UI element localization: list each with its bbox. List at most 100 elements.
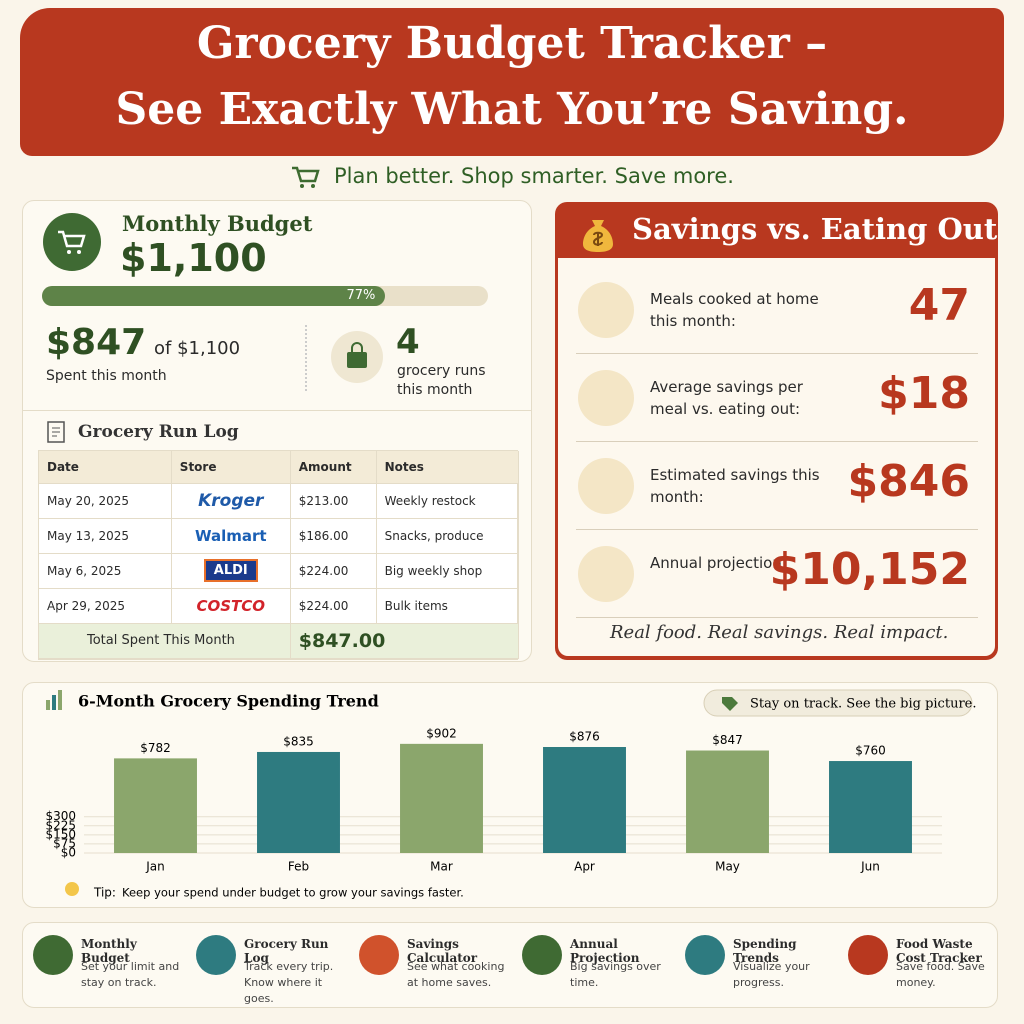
feature-icon [685, 935, 725, 975]
x-tick-label: Apr [574, 860, 595, 874]
savings-row: Average savings per meal vs. eating out:… [576, 354, 978, 442]
chart-title: 6-Month Grocery Spending Trend [78, 692, 379, 711]
log-title: Grocery Run Log [78, 422, 239, 442]
cell-text: May 6, 2025 [47, 563, 122, 578]
feature: Annual Projection Big savings over time. [512, 923, 675, 1009]
bar [400, 743, 483, 853]
spent-amount: $847 [46, 322, 147, 363]
value-label: $902 [426, 726, 457, 740]
savings-value: $18 [878, 368, 970, 419]
log-table-box: Date Store Amount Notes May 20, 2025 Kroger $2… [38, 450, 520, 660]
log-cell: ALDI [171, 553, 291, 589]
feature-text: Visualize your progress. [733, 960, 810, 989]
savings-footer: Real food. Real savings. Real impact. [610, 622, 949, 643]
feature-text: Save food. Save money. [896, 960, 985, 989]
feature-title: Savings Calculator [407, 937, 478, 965]
log-row: Apr 29, 2025 COSTCO $224.00 Bulk items [39, 588, 520, 624]
progress-track: 77% [42, 286, 488, 306]
log-cell: May 20, 2025 [39, 483, 172, 519]
tagline: Plan better. Shop smarter. Save more. [334, 164, 734, 188]
feature: Grocery Run Log Track every trip. Know wh… [186, 923, 349, 1009]
cart-icon [292, 166, 320, 188]
log-cell: $224.00 [290, 588, 377, 624]
log-row: May 13, 2025 Walmart $186.00 Snacks, produc… [39, 518, 520, 554]
bulb-icon [65, 882, 79, 896]
log-cell: $186.00 [290, 518, 377, 554]
bar [543, 747, 626, 853]
feature-text: Big savings over time. [570, 960, 661, 989]
savings-label: Average savings per meal vs. eating out: [650, 378, 803, 418]
savings-box: Meals cooked at home this month: 47 Averag… [558, 258, 995, 656]
feature-title: Food Waste Cost Tracker [896, 937, 982, 965]
savings-icon [578, 458, 634, 514]
x-tick-label: Feb [288, 860, 309, 874]
bar [686, 750, 769, 853]
store-logo: Walmart [194, 526, 267, 545]
bar [114, 758, 197, 853]
value-label: $760 [855, 744, 886, 758]
cell-text: May 13, 2025 [47, 528, 130, 543]
column-header: Store [171, 451, 291, 484]
chart-badge: Stay on track. See the big picture. [750, 697, 976, 712]
feature-text: Track every trip. Know where it goes. [244, 960, 334, 1005]
features-bar: Monthly Budget Set your limit and stay on… [22, 922, 998, 1008]
cell-text: $186.00 [298, 528, 349, 543]
cell-text: Apr 29, 2025 [47, 598, 126, 613]
feature-icon [196, 935, 236, 975]
title-banner [20, 8, 1004, 156]
progress-label: 77% [346, 288, 376, 303]
log-cell: $224.00 [290, 553, 377, 589]
x-tick-label: May [715, 860, 740, 874]
bar [257, 751, 340, 853]
log-cell: Walmart [171, 518, 291, 554]
savings-icon [578, 370, 634, 426]
progress-bar: 77% [42, 286, 386, 306]
feature-title: Grocery Run Log [244, 937, 329, 965]
value-label: $835 [283, 734, 314, 748]
log-cell: COSTCO [171, 588, 291, 624]
tag-icon [722, 697, 738, 711]
column-header: Date [39, 451, 172, 484]
y-tick-label: $75 [53, 836, 76, 850]
receipt-icon [47, 421, 65, 443]
cell-text: $224.00 [298, 598, 349, 613]
total-label: Total Spent This Month [39, 623, 291, 659]
column-header: Amount [290, 451, 377, 484]
title-line1: Grocery Budget Tracker – [196, 18, 828, 69]
spent-of: of $1,100 [154, 338, 241, 359]
savings-icon [578, 546, 634, 602]
feature-icon [33, 935, 73, 975]
column-header: Notes [376, 451, 520, 484]
chart-icon [46, 690, 62, 710]
tip-text: Keep your spend under budget to grow you… [122, 886, 464, 900]
log-cell: May 13, 2025 [39, 518, 172, 554]
cell-text: $224.00 [298, 563, 349, 578]
tip-label: Tip: [93, 886, 116, 900]
log-cell: May 6, 2025 [39, 553, 172, 589]
savings-row: Meals cooked at home this month: 47 [576, 266, 978, 354]
feature-icon [848, 935, 888, 975]
moneybag-icon [583, 220, 613, 252]
savings-label: Estimated savings this month: [650, 466, 820, 506]
bag-icon [331, 331, 383, 383]
log-cell: Bulk items [376, 588, 520, 624]
feature-icon [522, 935, 562, 975]
savings-label: Meals cooked at home this month: [650, 290, 819, 330]
feature-title: Spending Trends [733, 937, 797, 965]
feature: Monthly Budget Set your limit and stay on… [23, 923, 186, 1009]
separator [23, 410, 531, 411]
log-body: May 20, 2025 Kroger $213.00 Weekly restock M… [39, 483, 520, 624]
log-cell: Big weekly shop [376, 553, 520, 589]
x-tick-label: Mar [430, 860, 453, 874]
y-tick-label: $0 [61, 846, 76, 860]
cell-text: Weekly restock [384, 493, 476, 508]
y-tick-label: $225 [45, 818, 76, 832]
log-cell: Weekly restock [376, 483, 520, 519]
title-line2: See Exactly What You’re Saving. [115, 84, 909, 135]
feature: Savings Calculator See what cooking at ho… [349, 923, 512, 1009]
store-logo: COSTCO [196, 596, 266, 615]
feature-title: Monthly Budget [81, 937, 137, 965]
cell-text: May 20, 2025 [47, 493, 130, 508]
runs-count: 4 [396, 322, 420, 362]
